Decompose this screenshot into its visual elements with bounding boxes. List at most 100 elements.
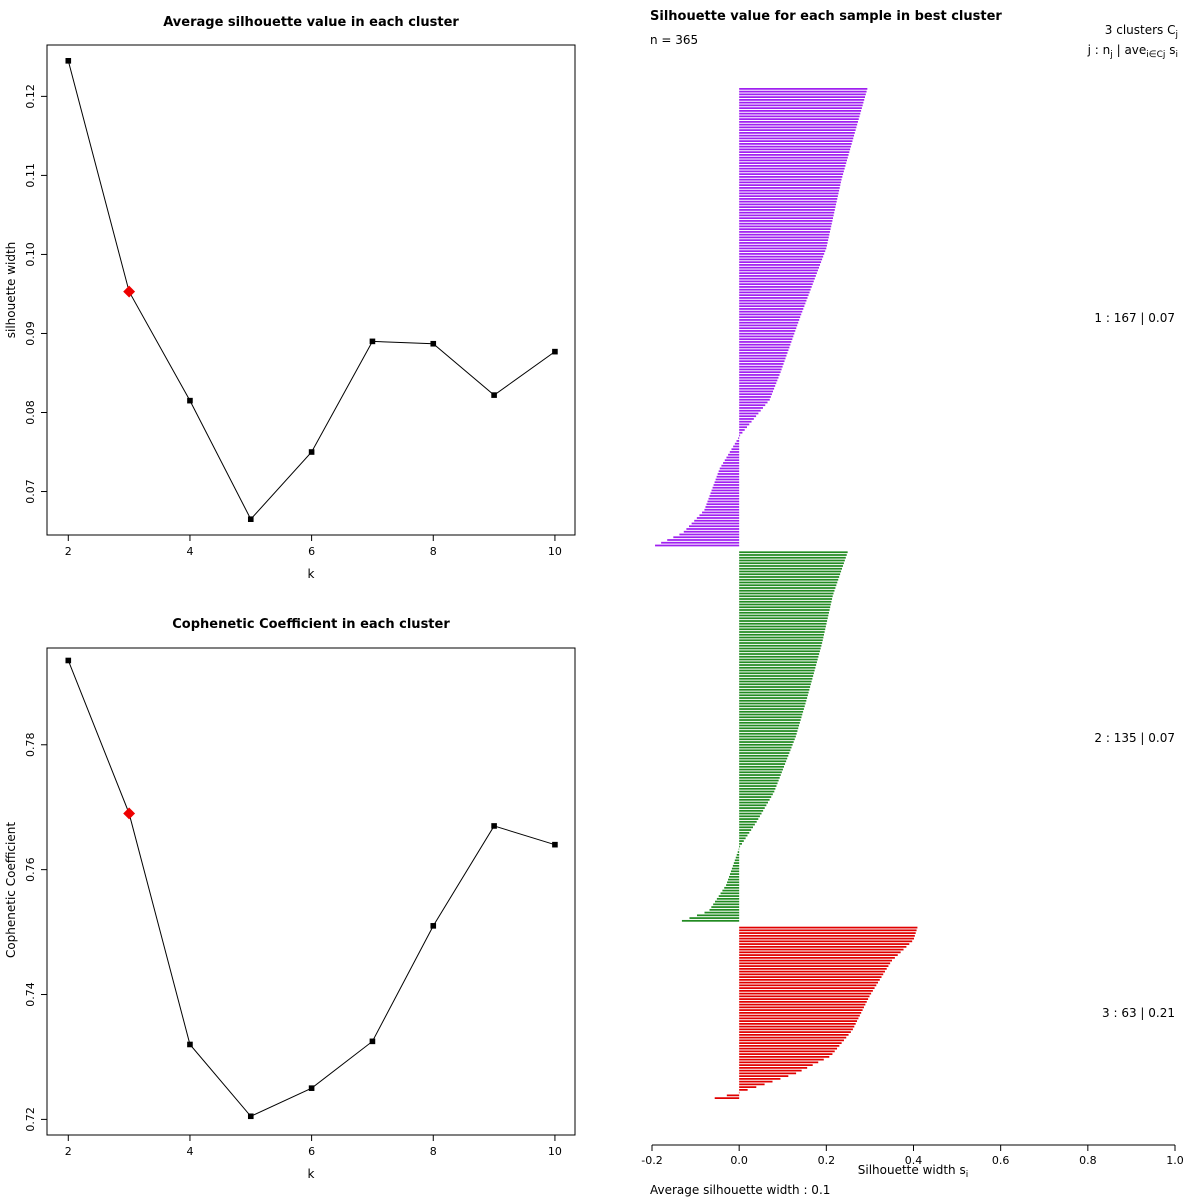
silhouette-bar xyxy=(739,956,895,959)
silhouette-bar xyxy=(739,250,826,253)
silhouette-bar xyxy=(739,134,855,137)
silhouette-bar xyxy=(739,1061,819,1064)
y-tick-label: 0.76 xyxy=(24,857,37,882)
silhouette-bar xyxy=(739,159,847,162)
silhouette-bar xyxy=(739,365,783,368)
silhouette-bar xyxy=(737,851,740,853)
silhouette-bar xyxy=(709,495,740,497)
silhouette-bar xyxy=(739,932,916,934)
silhouette-bar xyxy=(739,647,821,650)
silhouette-bar xyxy=(739,992,872,995)
x-tick-label: 0.8 xyxy=(1079,1154,1097,1167)
silhouette-bar xyxy=(739,625,826,628)
silhouette-bar xyxy=(739,162,847,165)
silhouette-bar xyxy=(739,578,839,581)
silhouette-bar xyxy=(739,137,854,140)
silhouette-bar xyxy=(739,776,780,779)
silhouette-bar xyxy=(739,154,849,156)
silhouette-bar xyxy=(739,415,757,418)
silhouette-bar xyxy=(739,959,892,962)
silhouette-bar xyxy=(739,401,768,404)
silhouette-bar xyxy=(739,346,790,349)
silhouette-bar xyxy=(739,387,775,390)
silhouette-bar xyxy=(738,848,740,851)
plot-box xyxy=(46,647,576,1136)
silhouette-bar xyxy=(739,291,810,294)
silhouette-bar xyxy=(739,1020,858,1022)
data-point xyxy=(491,823,497,829)
silhouette-bar xyxy=(739,976,882,978)
silhouette-bar xyxy=(709,908,740,911)
silhouette-bar xyxy=(739,313,802,316)
silhouette-bar xyxy=(667,539,740,541)
silhouette-bar xyxy=(739,233,830,236)
chart-title: Average silhouette value in each cluster xyxy=(163,15,459,30)
silhouette-bar xyxy=(739,642,823,644)
silhouette-bar xyxy=(739,266,819,269)
silhouette-bar xyxy=(739,622,827,625)
silhouette-bar xyxy=(739,987,875,989)
silhouette-bar xyxy=(724,886,740,889)
data-point xyxy=(65,657,72,664)
silhouette-bar xyxy=(689,917,740,919)
silhouette-bar xyxy=(738,1091,740,1094)
silhouette-bar xyxy=(739,170,844,173)
silhouette-bar xyxy=(739,611,829,614)
silhouette-bar xyxy=(739,1003,866,1006)
plot-box xyxy=(46,44,576,536)
silhouette-bar xyxy=(739,418,754,420)
silhouette-bar xyxy=(739,628,826,631)
silhouette-bar xyxy=(739,1000,867,1003)
silhouette-bar xyxy=(739,90,867,93)
silhouette-bar xyxy=(739,1009,863,1011)
silhouette-bar xyxy=(739,683,811,686)
silhouette-bar xyxy=(739,368,782,371)
silhouette-bar xyxy=(739,708,804,710)
silhouette-bar xyxy=(712,486,740,489)
silhouette-bar xyxy=(739,688,810,691)
silhouette-bar xyxy=(739,727,799,730)
silhouette-bar xyxy=(739,666,816,669)
silhouette-bar xyxy=(739,818,759,820)
silhouette-bar xyxy=(739,823,755,826)
silhouette-bar xyxy=(732,864,740,867)
x-tick-label: 4 xyxy=(186,545,193,558)
silhouette-bar xyxy=(739,200,837,203)
silhouette-bar xyxy=(739,934,915,937)
silhouette-bar xyxy=(739,321,799,324)
y-tick-label: 0.08 xyxy=(24,400,37,425)
silhouette-bar xyxy=(739,710,804,713)
silhouette-bar xyxy=(733,445,740,448)
silhouette-bar xyxy=(739,357,786,360)
silhouette-bar xyxy=(739,554,847,556)
silhouette-bar xyxy=(739,206,836,209)
silhouette-bar xyxy=(739,669,815,672)
silhouette-bar xyxy=(739,258,823,261)
silhouette-bar xyxy=(739,1077,781,1080)
silhouette-bar xyxy=(710,492,740,495)
silhouette-bar xyxy=(739,264,821,266)
silhouette-bar xyxy=(739,965,889,967)
silhouette-bar xyxy=(739,754,789,757)
silhouette-bar xyxy=(739,129,856,132)
silhouette-bar xyxy=(723,462,740,464)
silhouette-bar xyxy=(739,804,767,807)
silhouette-bar xyxy=(739,948,904,951)
silhouette-bar xyxy=(739,299,807,302)
silhouette-bar xyxy=(739,426,747,429)
silhouette-bar xyxy=(739,352,788,354)
silhouette-bar xyxy=(739,1011,862,1014)
silhouette-bar xyxy=(739,834,748,837)
silhouette-bar xyxy=(739,360,785,363)
silhouette-bar xyxy=(655,544,740,547)
silhouette-bar xyxy=(739,559,845,562)
silhouette-bar xyxy=(715,900,740,903)
silhouette-bar xyxy=(739,672,814,675)
silhouette-bar xyxy=(689,525,740,528)
silhouette-bar xyxy=(739,156,848,159)
silhouette-bar xyxy=(739,277,815,280)
silhouette-bar xyxy=(739,280,814,283)
silhouette-bar xyxy=(704,911,740,914)
silhouette-bar xyxy=(739,589,835,592)
silhouette-bar xyxy=(739,768,783,771)
